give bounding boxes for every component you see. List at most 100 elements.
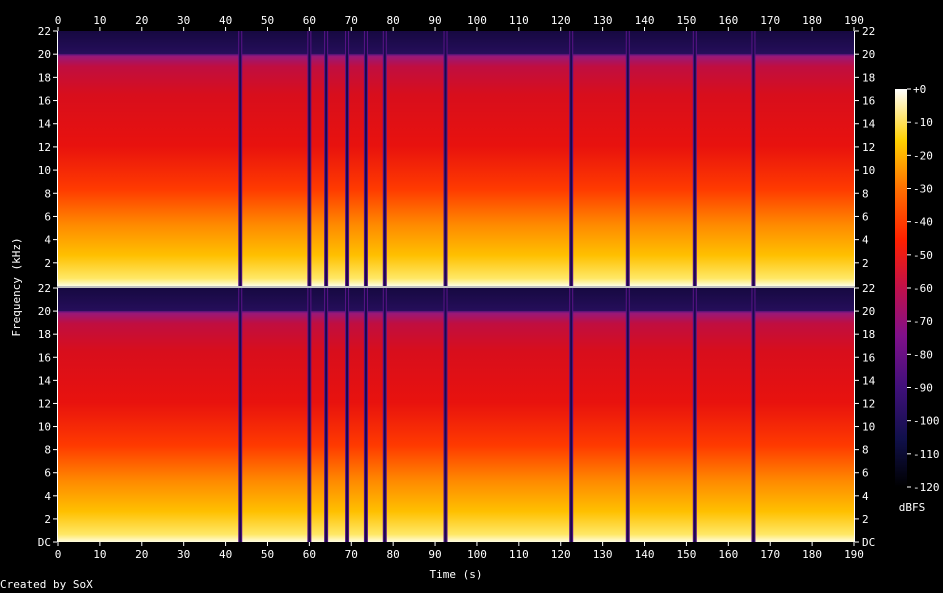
x-ticks-top: 0 10 20 30 40 50 60 70 80 90 100 110 120 130 140 150 160… xyxy=(55,14,864,31)
quiet-band-core xyxy=(325,288,328,542)
y-tick-label: 22 xyxy=(862,25,875,38)
quiet-band-core xyxy=(239,31,242,286)
x-tick-label: 90 xyxy=(428,14,441,27)
quiet-band-core xyxy=(444,31,447,286)
quiet-bands-bottom xyxy=(58,288,854,542)
x-tick-label: 50 xyxy=(261,14,274,27)
y-tick-label: 18 xyxy=(862,328,875,341)
quiet-band-core xyxy=(239,288,242,542)
x-tick-label: 40 xyxy=(219,14,232,27)
colorbar-tick-label: -40 xyxy=(913,216,933,229)
x-tick-label: 60 xyxy=(303,14,316,27)
x-tick-label: 130 xyxy=(593,548,613,561)
x-tick-label: 140 xyxy=(635,548,655,561)
y-tick-label: 14 xyxy=(38,374,52,387)
quiet-band-core xyxy=(308,288,311,542)
y-tick-label: 6 xyxy=(862,467,869,480)
y-tick-label: 18 xyxy=(38,328,51,341)
y-tick-label: 8 xyxy=(44,187,51,200)
y-tick-label: 2 xyxy=(862,513,869,526)
quiet-band-core xyxy=(346,31,349,286)
y-tick-label: 14 xyxy=(862,118,876,131)
colorbar-tick-label: -60 xyxy=(913,282,933,295)
x-tick-label: 110 xyxy=(509,14,529,27)
x-tick-label: 180 xyxy=(802,14,822,27)
y-tick-label: 20 xyxy=(862,305,875,318)
x-tick-label: 110 xyxy=(509,548,529,561)
x-tick-label: 80 xyxy=(387,548,400,561)
y-tick-label: 16 xyxy=(38,351,51,364)
quiet-band-core xyxy=(570,31,573,286)
y-tick-label: 20 xyxy=(862,48,875,61)
x-tick-label: 100 xyxy=(467,14,487,27)
x-tick-label: 160 xyxy=(718,548,738,561)
x-tick-label: 20 xyxy=(135,548,148,561)
colorbar-tick-label: -20 xyxy=(913,149,933,162)
quiet-band-core xyxy=(752,288,755,542)
y-tick-label: 20 xyxy=(38,305,51,318)
quiet-band-core xyxy=(364,288,367,542)
quiet-band-core xyxy=(383,31,386,286)
colorbar-label: dBFS xyxy=(899,501,926,514)
y-tick-label: 6 xyxy=(44,210,51,223)
x-tick-label: 0 xyxy=(55,14,62,27)
x-tick-label: 10 xyxy=(93,14,106,27)
x-tick-label: 0 xyxy=(55,548,62,561)
y-tick-label: 2 xyxy=(44,257,51,270)
x-tick-label: 190 xyxy=(844,14,864,27)
quiet-band-core xyxy=(626,288,629,542)
x-tick-label: 70 xyxy=(345,548,358,561)
y-tick-label: 20 xyxy=(38,48,51,61)
y-tick-label: 22 xyxy=(38,25,51,38)
x-tick-label: 130 xyxy=(593,14,613,27)
y-tick-label: 8 xyxy=(862,444,869,457)
x-tick-label: 50 xyxy=(261,548,274,561)
x-tick-label: 10 xyxy=(93,548,106,561)
y-tick-label: 12 xyxy=(38,141,51,154)
y-tick-label: 18 xyxy=(862,71,875,84)
x-tick-label: 40 xyxy=(219,548,232,561)
y-tick-label: DC xyxy=(862,536,875,549)
x-tick-label: 170 xyxy=(760,14,780,27)
x-tick-label: 80 xyxy=(387,14,400,27)
colorbar-tick-label: -30 xyxy=(913,183,933,196)
y-tick-label: 4 xyxy=(44,234,51,247)
y-tick-label: 8 xyxy=(44,444,51,457)
y-tick-label: 16 xyxy=(38,95,51,108)
quiet-band-core xyxy=(570,288,573,542)
y-tick-label: 22 xyxy=(862,282,875,295)
channel-top xyxy=(57,31,855,286)
x-tick-label: 100 xyxy=(467,548,487,561)
y-tick-label: 6 xyxy=(44,467,51,480)
y-tick-label: 12 xyxy=(862,397,875,410)
quiet-band-core xyxy=(752,31,755,286)
colorbar-tick-label: -100 xyxy=(913,415,940,428)
x-ticks-bottom: 0 10 20 30 40 50 60 70 80 90 100 110 120 130 140 150 160… xyxy=(55,542,864,561)
x-tick-label: 30 xyxy=(177,14,190,27)
channel-bottom xyxy=(57,288,855,542)
x-tick-label: 60 xyxy=(303,548,316,561)
x-tick-label: 180 xyxy=(802,548,822,561)
quiet-bands-top xyxy=(58,31,854,286)
x-tick-label: 170 xyxy=(760,548,780,561)
y-tick-label: 14 xyxy=(862,374,876,387)
quiet-band-core xyxy=(383,288,386,542)
x-tick-label: 140 xyxy=(635,14,655,27)
quiet-band-core xyxy=(364,31,367,286)
quiet-band-core xyxy=(693,288,696,542)
x-tick-label: 70 xyxy=(345,14,358,27)
quiet-band-core xyxy=(346,288,349,542)
x-tick-label: 120 xyxy=(551,14,571,27)
spectrogram-bottom-area xyxy=(58,288,854,542)
y-tick-label: 8 xyxy=(862,187,869,200)
y-tick-label: 6 xyxy=(862,210,869,223)
x-tick-label: 20 xyxy=(135,14,148,27)
colorbar-gradient xyxy=(895,89,907,487)
quiet-band-core xyxy=(626,31,629,286)
quiet-band-core xyxy=(693,31,696,286)
y-tick-label: 10 xyxy=(38,164,51,177)
spectrogram-top-area xyxy=(58,31,854,286)
y-tick-label: 4 xyxy=(862,234,869,247)
